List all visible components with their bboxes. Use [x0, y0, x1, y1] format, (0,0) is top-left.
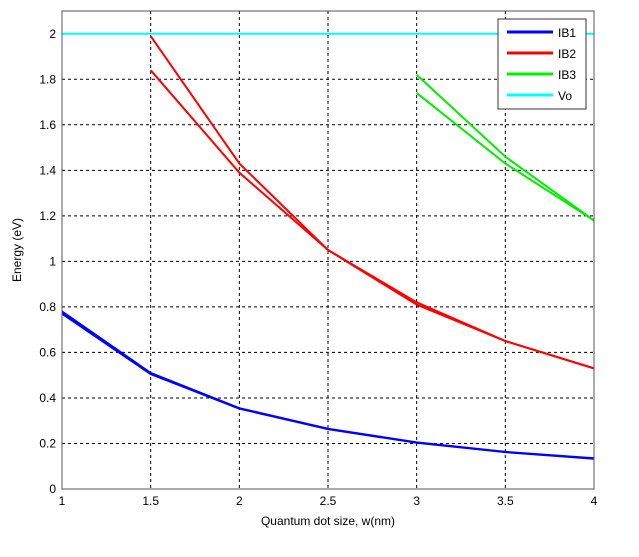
x-tick-label: 3 — [413, 494, 420, 508]
legend-label: Vo — [558, 89, 572, 103]
tick-labels: 1 1.5 2 2.5 3 3.5 4 0 0.2 0.4 0.6 0.8 1 1.2 1.4 1.6 1.8 2 — [39, 27, 597, 508]
x-axis-label: Quantum dot size, w(nm) — [261, 514, 395, 528]
legend-label: IB3 — [558, 68, 576, 82]
x-tick-label: 4 — [591, 494, 598, 508]
y-tick-label: 0.2 — [39, 436, 56, 450]
x-tick-label: 1 — [59, 494, 66, 508]
y-tick-label: 1.2 — [39, 209, 56, 223]
x-tick-label: 2 — [236, 494, 243, 508]
y-tick-label: 2 — [49, 27, 56, 41]
y-tick-label: 0 — [49, 482, 56, 496]
plot-frame — [61, 10, 595, 490]
y-tick-label: 0.4 — [39, 391, 56, 405]
legend-label: IB2 — [558, 47, 576, 61]
y-tick-label: 1.6 — [39, 118, 56, 132]
y-tick-label: 1.8 — [39, 72, 56, 86]
x-tick-label: 3.5 — [497, 494, 514, 508]
x-tick-label: 1.5 — [142, 494, 159, 508]
series-line-ib3 — [415, 73, 595, 222]
y-tick-label: 1 — [49, 254, 56, 268]
y-tick-label: 0.6 — [39, 345, 56, 359]
legend-label: IB1 — [558, 26, 576, 40]
legend: IB1 IB2 IB3 Vo — [497, 18, 587, 110]
series-line-ib2 — [149, 69, 595, 370]
series-line-ib1 — [61, 312, 595, 460]
x-tick-label: 2.5 — [320, 494, 337, 508]
y-tick-label: 0.8 — [39, 300, 56, 314]
series-line-ib3 — [416, 92, 595, 222]
y-axis-label: Energy (eV) — [10, 218, 24, 282]
y-tick-label: 1.4 — [39, 163, 56, 177]
